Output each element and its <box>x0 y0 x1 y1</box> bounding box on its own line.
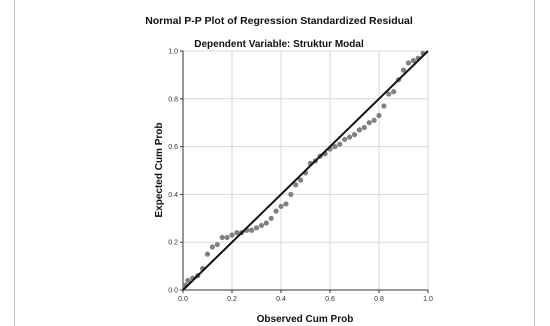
chart-frame <box>14 0 535 326</box>
data-point <box>391 89 397 95</box>
data-point <box>253 225 260 231</box>
data-point <box>347 134 353 140</box>
x-tick-label: 1.0 <box>423 296 433 303</box>
y-tick-label: 1.0 <box>168 49 178 56</box>
y-axis-label: Expected Cum Prob <box>154 122 165 217</box>
x-tick-label: 0.2 <box>227 296 237 303</box>
data-point <box>185 277 191 284</box>
data-point <box>209 244 215 250</box>
data-point <box>224 234 230 241</box>
x-tick-label: 0.0 <box>178 296 188 303</box>
data-point <box>361 124 367 131</box>
data-point <box>219 234 225 241</box>
data-point <box>386 91 392 97</box>
y-tick-label: 0.8 <box>168 96 178 103</box>
data-point <box>234 230 240 236</box>
reference-line <box>182 50 429 291</box>
data-point <box>293 182 299 188</box>
data-point <box>273 208 279 214</box>
x-tick-label: 0.6 <box>325 296 335 303</box>
data-point <box>337 141 343 147</box>
data-point <box>278 203 284 209</box>
data-point <box>258 222 264 229</box>
data-point <box>263 220 269 226</box>
data-point <box>214 241 220 248</box>
data-point <box>351 132 358 138</box>
x-tick-label: 0.8 <box>374 296 384 303</box>
data-point <box>268 215 274 221</box>
data-point <box>288 191 294 197</box>
x-tick-label: 0.4 <box>276 296 286 303</box>
y-tick-label: 0.0 <box>168 288 178 295</box>
data-point <box>332 144 338 150</box>
data-point <box>298 177 304 183</box>
data-point <box>410 57 416 64</box>
data-point <box>342 136 348 143</box>
y-tick-label: 0.2 <box>168 240 178 247</box>
data-point <box>356 127 362 133</box>
data-point <box>204 251 211 257</box>
y-tick-label: 0.4 <box>168 192 178 199</box>
data-point <box>366 120 372 126</box>
data-point <box>229 232 235 238</box>
data-point <box>249 227 255 233</box>
chart-title: Normal P-P Plot of Regression Standardiz… <box>145 15 413 27</box>
tick-labels: 0.0 0.2 0.4 0.6 0.8 1.0 0.0 0.2 0.4 0.6 0.8 1.0 <box>168 49 433 304</box>
data-point <box>400 67 407 73</box>
data-point <box>371 117 377 123</box>
data-point <box>376 112 382 119</box>
data-point <box>381 103 387 109</box>
x-axis-label: Observed Cum Prob <box>257 314 354 325</box>
data-point <box>405 60 411 66</box>
y-tick-label: 0.6 <box>168 144 178 151</box>
data-point <box>283 201 289 207</box>
chart-subtitle: Dependent Variable: Struktur Modal <box>194 39 364 50</box>
